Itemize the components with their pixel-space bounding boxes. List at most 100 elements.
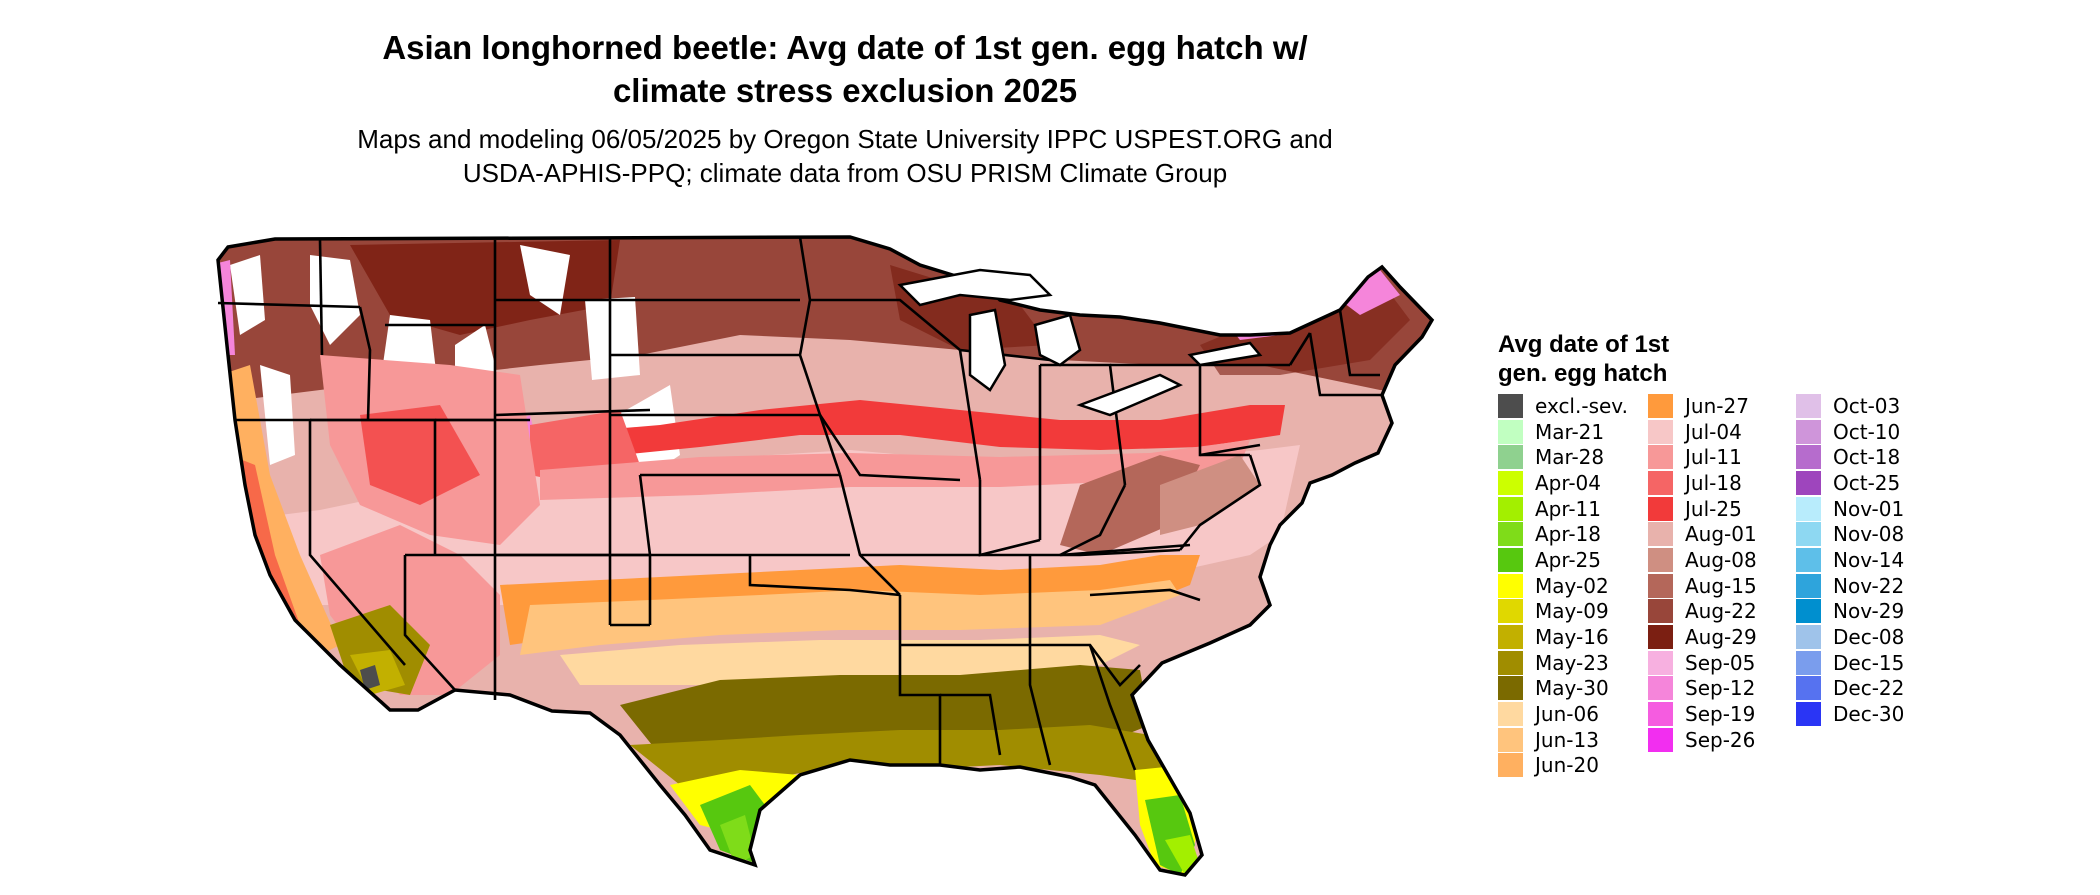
legend-item: Oct-03 [1796, 393, 1946, 419]
legend-title-line1: Avg date of 1st [1498, 331, 1670, 358]
legend-item: Nov-29 [1796, 599, 1946, 625]
hatch-date-zones [218, 237, 1432, 875]
legend-label: May-02 [1535, 573, 1609, 598]
legend-swatch [1648, 702, 1673, 727]
legend-label: Oct-18 [1833, 445, 1901, 470]
legend-item: May-30 [1498, 676, 1648, 702]
legend-label: Dec-08 [1833, 625, 1905, 650]
legend-label: Sep-05 [1685, 650, 1756, 675]
legend-label: Dec-22 [1833, 676, 1905, 701]
legend-item: Nov-14 [1796, 547, 1946, 573]
legend-item: Aug-15 [1648, 573, 1798, 599]
legend-swatch [1796, 573, 1821, 598]
map-title-line1: Asian longhorned beetle: Avg date of 1st… [382, 29, 1308, 66]
legend-swatch [1648, 419, 1673, 444]
legend-item: Jul-25 [1648, 496, 1798, 522]
legend-item: May-16 [1498, 624, 1648, 650]
legend-swatch [1796, 650, 1821, 675]
legend-swatch [1498, 496, 1523, 521]
legend-item: Nov-08 [1796, 521, 1946, 547]
legend-item: Sep-12 [1648, 676, 1798, 702]
legend-swatch [1796, 625, 1821, 650]
legend-title-line2: gen. egg hatch [1498, 360, 1668, 387]
legend-label: Apr-04 [1535, 470, 1601, 495]
legend-label: Jul-18 [1685, 470, 1742, 495]
legend-item: Sep-19 [1648, 701, 1798, 727]
legend-label: Jul-04 [1685, 419, 1742, 444]
legend-swatch [1498, 625, 1523, 650]
legend-label: Aug-22 [1685, 599, 1757, 624]
us-map [216, 235, 1434, 877]
legend-label: Jun-27 [1685, 393, 1749, 418]
legend-swatch [1648, 573, 1673, 598]
legend-swatch [1796, 522, 1821, 547]
legend-label: Nov-29 [1833, 599, 1905, 624]
legend-item: Dec-08 [1796, 624, 1946, 650]
great-lakes [897, 268, 1263, 417]
legend-column: Oct-03 Oct-10 Oct-18 Oct-25 Nov-01 Nov-08 Nov-… [1796, 393, 1946, 727]
legend-label: Aug-08 [1685, 547, 1757, 572]
legend-item: Sep-26 [1648, 727, 1798, 753]
legend-title: Avg date of 1st gen. egg hatch [1498, 330, 1798, 388]
legend-item: Jun-13 [1498, 727, 1648, 753]
legend-label: Sep-19 [1685, 702, 1756, 727]
legend-label: Mar-28 [1535, 445, 1605, 470]
legend-item: Oct-18 [1796, 444, 1946, 470]
legend-label: May-23 [1535, 650, 1609, 675]
legend-swatch [1498, 470, 1523, 495]
map-subtitle-line1: Maps and modeling 06/05/2025 by Oregon S… [357, 124, 1333, 154]
legend-swatch [1648, 445, 1673, 470]
legend-label: Jul-25 [1685, 496, 1742, 521]
map-title-line2: climate stress exclusion 2025 [612, 72, 1078, 109]
legend-swatch [1796, 445, 1821, 470]
legend-item: excl.-sev. [1498, 393, 1648, 419]
legend-label: Apr-11 [1535, 496, 1601, 521]
legend-item: Nov-22 [1796, 573, 1946, 599]
legend-swatch [1648, 676, 1673, 701]
legend-label: Nov-08 [1833, 522, 1905, 547]
legend-item: Jun-20 [1498, 753, 1648, 779]
legend-label: Nov-01 [1833, 496, 1905, 521]
legend-swatch [1498, 702, 1523, 727]
legend-label: Oct-10 [1833, 419, 1901, 444]
legend-item: Nov-01 [1796, 496, 1946, 522]
legend-swatch [1498, 393, 1523, 418]
legend-label: May-16 [1535, 625, 1609, 650]
legend-item: Apr-18 [1498, 521, 1648, 547]
legend-item: Apr-11 [1498, 496, 1648, 522]
legend-label: Apr-18 [1535, 522, 1601, 547]
legend-item: Aug-01 [1648, 521, 1798, 547]
legend-label: Oct-03 [1833, 393, 1901, 418]
legend-item: Oct-25 [1796, 470, 1946, 496]
legend-swatch [1648, 727, 1673, 752]
legend-swatch [1648, 393, 1673, 418]
map-subtitle-line2: USDA-APHIS-PPQ; climate data from OSU PR… [462, 158, 1228, 188]
legend-swatch [1498, 547, 1523, 572]
legend-item: Jul-18 [1648, 470, 1798, 496]
legend-column: excl.-sev. Mar-21 Mar-28 Apr-04 Apr-11 Apr-18… [1498, 393, 1648, 778]
legend-label: Mar-21 [1535, 419, 1605, 444]
legend-swatch [1648, 547, 1673, 572]
legend-label: Jun-06 [1535, 702, 1599, 727]
legend-swatch [1648, 522, 1673, 547]
legend-swatch [1796, 599, 1821, 624]
legend-label: May-09 [1535, 599, 1609, 624]
legend-swatch [1498, 650, 1523, 675]
legend-swatch [1648, 470, 1673, 495]
legend-label: Jun-13 [1535, 727, 1599, 752]
legend-item: Jun-06 [1498, 701, 1648, 727]
legend-label: excl.-sev. [1535, 393, 1628, 418]
legend-item: Dec-22 [1796, 676, 1946, 702]
legend-item: May-09 [1498, 599, 1648, 625]
map-subtitle: Maps and modeling 06/05/2025 by Oregon S… [210, 122, 1480, 190]
legend-swatch [1498, 522, 1523, 547]
legend-label: Nov-14 [1833, 547, 1905, 572]
legend-swatch [1796, 496, 1821, 521]
legend-swatch [1648, 599, 1673, 624]
legend-item: Jul-04 [1648, 419, 1798, 445]
legend: Avg date of 1st gen. egg hatch excl.-sev… [1498, 330, 1978, 790]
legend-item: Aug-29 [1648, 624, 1798, 650]
legend-item: Oct-10 [1796, 419, 1946, 445]
legend-label: Nov-22 [1833, 573, 1905, 598]
legend-swatch [1648, 650, 1673, 675]
